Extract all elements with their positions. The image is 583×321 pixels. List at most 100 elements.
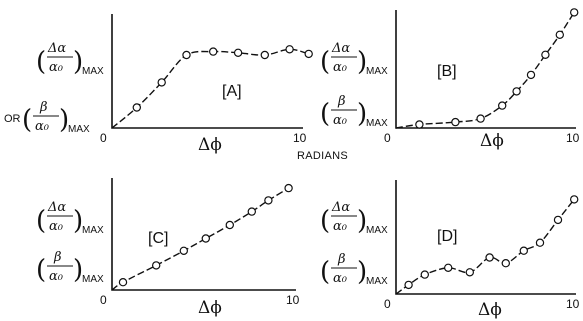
x-tick-label: 0 [384,297,391,311]
axis-lines [395,10,576,129]
data-point [570,195,579,204]
data-point [285,45,294,54]
data-point [465,268,474,277]
ylabel-beta-numerator: β [39,100,48,115]
ylabel-max: MAX [82,274,104,285]
data-point [451,117,460,127]
svg-text:(: ( [320,206,330,236]
paren-open: ( [36,47,46,77]
paren-close: ) [73,47,83,77]
data-point [570,8,579,17]
x-axis-label: Δϕ [478,300,502,320]
data-point [233,48,243,58]
x-tick-label: 10 [293,131,307,145]
series-line [111,187,289,291]
ylabel-max: MAX [68,124,90,135]
ylabel-beta-numerator: β [53,250,62,265]
panel-a: 0 10 Δϕ [A] [100,14,313,155]
data-point [260,50,269,60]
x-axis-label: Δϕ [198,135,222,155]
svg-text:): ) [357,47,367,77]
panel-tag: [C] [148,230,168,247]
ylabel-panel-a-beta: OR ( β α₀ ) MAX [4,100,90,135]
ylabel-max: MAX [366,225,388,236]
data-point [526,70,536,80]
svg-text:(: ( [320,257,330,287]
ylabel-beta-numerator: β [337,94,346,109]
axis-lines [111,14,303,129]
data-point [519,246,529,255]
ylabel-max: MAX [82,66,104,77]
shared-axis-caption: RADIANS [297,150,348,162]
series-line [111,48,309,129]
data-point [420,270,429,279]
svg-text:(: ( [22,105,32,135]
data-point [404,280,413,290]
data-point [201,234,210,243]
svg-text:): ) [357,257,367,287]
ylabel-panel-a: ( Δα α₀ ) MAX [36,41,104,77]
data-point [541,50,550,60]
data-point [179,246,188,255]
x-tick-label: 0 [100,131,107,145]
data-point [512,87,521,96]
x-tick-label: 0 [384,131,391,145]
data-point [132,103,141,112]
ylabel-panel-b-beta: ( β α₀ ) MAX [320,94,388,129]
data-point [555,30,565,39]
svg-text:): ) [357,99,367,129]
data-point [208,47,218,56]
data-point [535,238,545,247]
ylabel-max: MAX [366,66,388,77]
ylabel-panel-d: ( Δα α₀ ) MAX [320,200,388,236]
ylabel-panel-c-beta: ( β α₀ ) MAX [36,250,104,285]
svg-text:): ) [59,105,69,135]
series-line [395,12,575,129]
panels-layer: 0 10 Δϕ [A] 0 10 Δϕ [B] 0 10 Δϕ [C] 0 10 Δϕ [D] [100,8,580,320]
ylabel-beta-denominator: α₀ [35,119,50,134]
ylabel-panel-c: ( Δα α₀ ) MAX [36,200,104,236]
svg-text:): ) [357,206,367,236]
x-axis-label: Δϕ [198,298,222,318]
panel-d: 0 10 Δϕ [D] [384,180,580,320]
series-line [395,198,575,295]
ylabel-max: MAX [366,276,388,287]
data-point [553,215,563,225]
panel-b: 0 10 Δϕ [B] [384,8,580,151]
data-point [157,78,166,87]
panel-c: 0 10 Δϕ [C] [100,178,300,318]
data-point [151,261,161,270]
ylabel-or: OR [4,113,21,125]
x-tick-label: 10 [566,131,580,145]
ylabel-panel-b: ( Δα α₀ ) MAX [320,41,388,77]
ylabel-panel-d-beta: ( β α₀ ) MAX [320,252,388,287]
svg-text:(: ( [320,99,330,129]
ylabel-beta-denominator: α₀ [333,271,348,286]
ylabel-beta-denominator: α₀ [333,113,348,128]
svg-text:(: ( [36,206,46,236]
data-point [501,259,510,268]
svg-text:): ) [73,255,83,285]
svg-text:): ) [73,206,83,236]
panel-tag: [B] [437,63,457,80]
ylabel-max: MAX [366,118,388,129]
x-tick-label: 0 [100,293,107,307]
data-point [304,49,313,59]
panel-tag: [A] [222,83,242,100]
data-point [118,278,128,287]
data-point [225,220,234,230]
ylabel-alpha-denominator: α₀ [49,60,64,75]
ylabel-alpha-denominator: α₀ [333,60,348,75]
ylabel-max: MAX [82,225,104,236]
ylabel-alpha-numerator: Δα [47,41,66,56]
ylabel-alpha-numerator: Δα [331,200,350,215]
svg-text:(: ( [36,255,46,285]
data-point [284,183,293,193]
ylabel-beta-numerator: β [337,252,346,267]
data-point [485,253,494,262]
data-point [444,263,453,272]
ylabel-alpha-denominator: α₀ [333,219,348,234]
x-tick-label: 10 [286,293,300,307]
data-point [264,196,273,205]
panel-tag: [D] [437,228,457,245]
